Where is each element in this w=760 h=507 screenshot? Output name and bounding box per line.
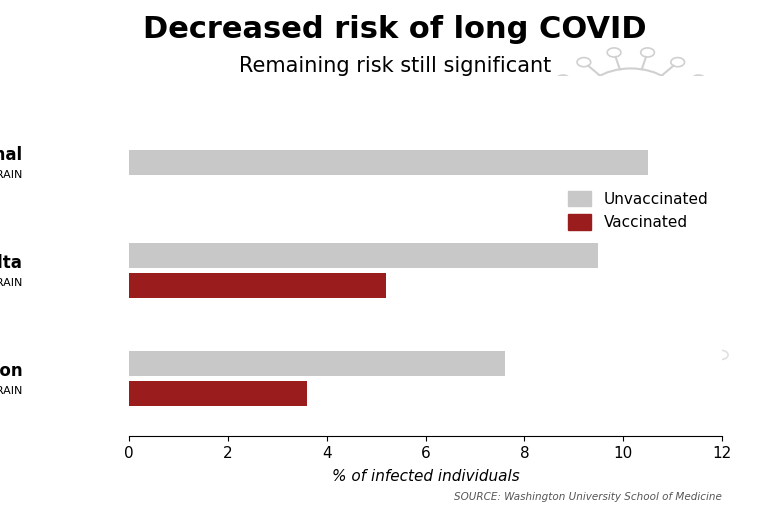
- Text: SOURCE: Washington University School of Medicine: SOURCE: Washington University School of …: [454, 492, 722, 502]
- Bar: [129, 150, 648, 175]
- Text: STRAIN: STRAIN: [0, 386, 23, 396]
- Bar: [129, 273, 386, 298]
- Text: Omicron: Omicron: [0, 362, 23, 380]
- Text: Delta: Delta: [0, 254, 23, 272]
- Text: Original: Original: [0, 146, 23, 164]
- Bar: [129, 381, 307, 406]
- Text: Decreased risk of long COVID: Decreased risk of long COVID: [144, 15, 647, 44]
- Bar: [129, 351, 505, 376]
- Text: STRAIN: STRAIN: [0, 278, 23, 288]
- Bar: [129, 243, 598, 268]
- X-axis label: % of infected individuals: % of infected individuals: [331, 469, 520, 484]
- Legend: Unvaccinated, Vaccinated: Unvaccinated, Vaccinated: [562, 185, 714, 236]
- Text: STRAIN: STRAIN: [0, 170, 23, 180]
- Text: Remaining risk still significant: Remaining risk still significant: [239, 56, 551, 76]
